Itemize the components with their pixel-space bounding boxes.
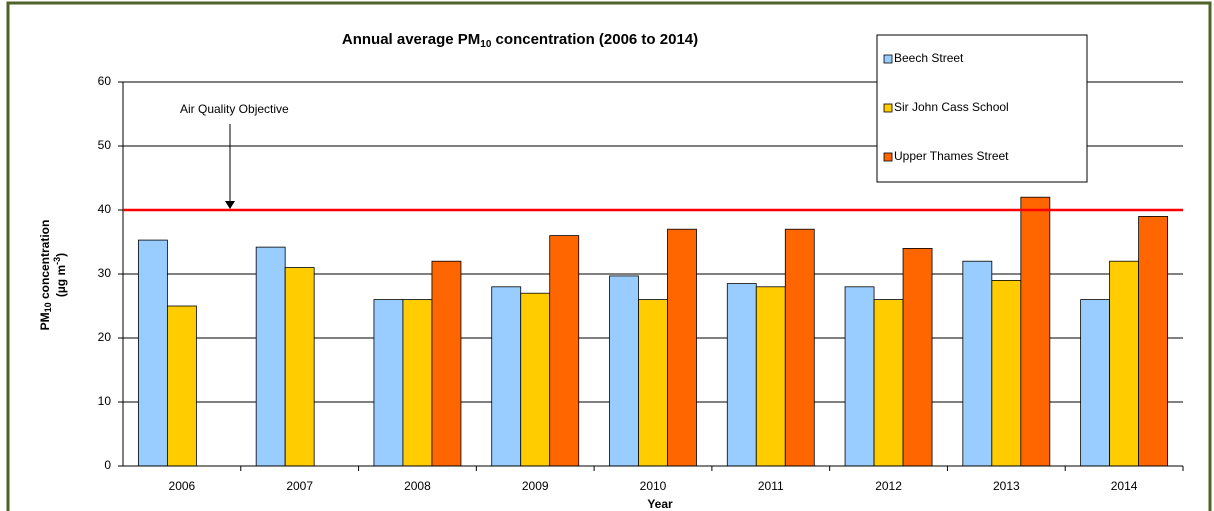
reference-label: Air Quality Objective xyxy=(180,102,289,116)
bar xyxy=(726,283,757,467)
y-tick-label: 0 xyxy=(104,458,111,472)
y-label-part: PM xyxy=(38,312,52,330)
y-label-part: concentration xyxy=(38,220,52,303)
y-tick-label: 30 xyxy=(98,266,112,280)
legend-swatch xyxy=(883,152,893,162)
bar xyxy=(844,286,875,467)
x-tick-label: 2008 xyxy=(404,479,431,493)
x-axis-label: Year xyxy=(647,497,673,511)
bar xyxy=(520,292,551,467)
x-tick-label: 2014 xyxy=(1111,479,1138,493)
bar xyxy=(284,267,315,467)
bar xyxy=(667,228,697,467)
legend-box xyxy=(876,34,1088,183)
bar xyxy=(902,247,933,467)
bar xyxy=(784,228,815,467)
x-tick-label: 2013 xyxy=(993,479,1020,493)
bar xyxy=(1138,215,1169,467)
bar xyxy=(1109,260,1140,467)
x-tick-label: 2006 xyxy=(169,479,196,493)
legend-label: Sir John Cass School xyxy=(894,100,1009,114)
title-sub: 10 xyxy=(480,39,492,50)
bar xyxy=(431,260,462,467)
bar xyxy=(962,260,993,467)
bar xyxy=(991,279,1022,467)
x-tick-label: 2011 xyxy=(758,479,784,493)
y-tick-label: 50 xyxy=(98,138,112,152)
legend-swatch xyxy=(883,54,893,64)
bar xyxy=(873,299,904,467)
x-tick-label: 2007 xyxy=(286,479,313,493)
title-part: Annual average PM xyxy=(342,31,480,48)
y-label-line: (µg m-3) xyxy=(52,253,68,297)
bar xyxy=(166,305,197,467)
y-axis-label: PM10 concentration (µg m-3) xyxy=(38,220,68,331)
legend-swatch xyxy=(883,103,893,113)
y-label-sub: 10 xyxy=(43,302,53,312)
y-tick-label: 60 xyxy=(98,74,112,88)
bar xyxy=(609,275,639,467)
arrow-head xyxy=(225,201,235,209)
bar xyxy=(1020,196,1051,467)
legend-label: Beech Street xyxy=(894,51,964,65)
bar xyxy=(491,286,522,467)
chart-title: Annual average PM10 concentration (2006 … xyxy=(342,31,698,50)
y-label-part: ) xyxy=(54,253,68,257)
y-tick-label: 20 xyxy=(98,330,112,344)
x-tick-label: 2009 xyxy=(522,479,549,493)
x-tick-label: 2010 xyxy=(640,479,667,493)
bar xyxy=(1080,299,1111,467)
title-part: concentration (2006 to 2014) xyxy=(491,31,698,48)
legend-label: Upper Thames Street xyxy=(894,149,1009,163)
y-tick-label: 10 xyxy=(98,394,112,408)
x-tick-label: 2012 xyxy=(875,479,902,493)
y-label-line: PM10 concentration xyxy=(38,220,53,331)
bar xyxy=(549,235,580,467)
bar xyxy=(755,286,786,467)
y-label-part: (µg m xyxy=(54,265,68,297)
bar xyxy=(373,299,404,467)
bar xyxy=(638,299,668,467)
bar xyxy=(255,246,286,467)
bar xyxy=(137,239,168,467)
bar xyxy=(402,299,433,467)
y-label-sup: -3 xyxy=(52,257,62,265)
y-tick-label: 40 xyxy=(98,202,112,216)
